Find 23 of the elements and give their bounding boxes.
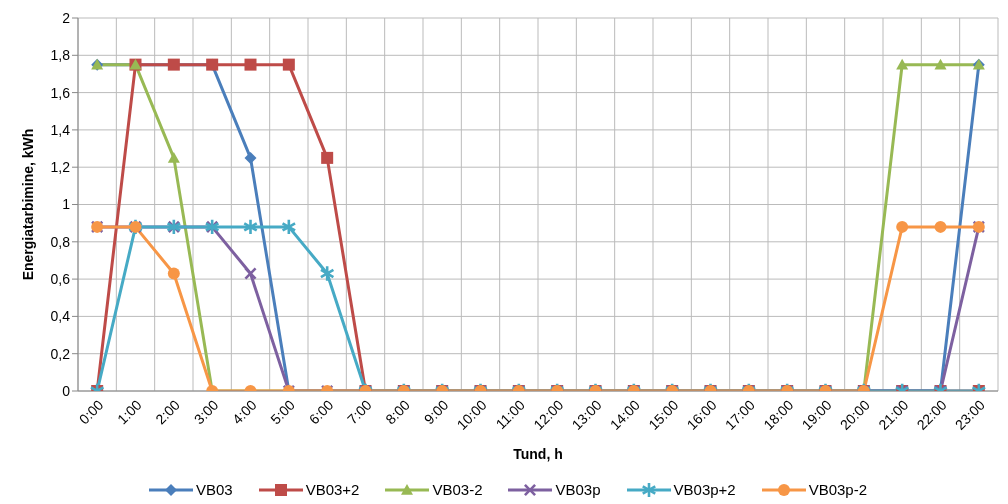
y-tick-label: 1,4 xyxy=(50,121,71,138)
y-tick-label: 0,8 xyxy=(50,233,71,250)
legend-label: VB03p-2 xyxy=(808,481,868,498)
x-tick-label: 4:00 xyxy=(229,396,260,428)
y-tick-label: 0,6 xyxy=(50,271,71,288)
y-tick-label: 0,2 xyxy=(50,345,71,362)
x-tick-label: 7:00 xyxy=(344,396,375,428)
legend-label: VB03p+2 xyxy=(673,481,736,498)
y-tick-label: 1,8 xyxy=(50,47,71,64)
legend-label: VB03 xyxy=(195,481,233,498)
legend-label: VB03p xyxy=(555,481,601,498)
y-tick-label: 2 xyxy=(62,9,71,26)
legend-label: VB03-2 xyxy=(432,481,483,498)
x-tick-label: 5:00 xyxy=(267,396,299,428)
y-tick-label: 0 xyxy=(62,382,71,399)
y-tick-label: 1 xyxy=(62,196,71,213)
y-tick-label: 1,6 xyxy=(50,84,71,101)
x-axis-title: Tund, h xyxy=(513,446,563,462)
x-tick-label: 8:00 xyxy=(382,396,414,428)
y-tick-label: 0,4 xyxy=(50,308,71,325)
legend-label: VB03+2 xyxy=(305,481,360,498)
y-tick-label: 1,2 xyxy=(50,159,71,176)
y-axis-title: Energiatarbimine, kWh xyxy=(19,128,36,281)
